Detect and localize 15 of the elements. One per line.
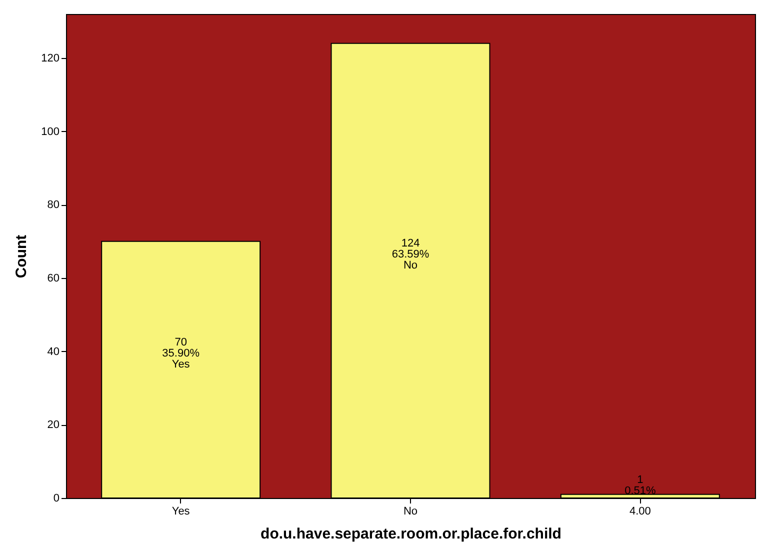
x-axis-title: do.u.have.separate.room.or.place.for.child (260, 526, 562, 542)
y-tick-label: 100 (41, 126, 60, 138)
y-tick-label: 0 (53, 492, 60, 504)
y-tick-label: 120 (41, 52, 60, 64)
y-tick-label: 80 (47, 199, 60, 212)
x-tick-label: 4.00 (629, 506, 651, 518)
y-tick-label: 20 (47, 419, 60, 432)
data-label: 1 0.51% (624, 474, 656, 498)
y-tick-label: 60 (47, 272, 60, 284)
y-tick-label: 40 (47, 346, 60, 358)
x-tick-label: Yes (172, 506, 190, 518)
data-label: 70 35.90% Yes (162, 336, 200, 371)
data-label: 124 63.59% No (392, 238, 430, 272)
x-tick-label: No (403, 506, 418, 518)
y-axis-title: Count (13, 234, 30, 278)
